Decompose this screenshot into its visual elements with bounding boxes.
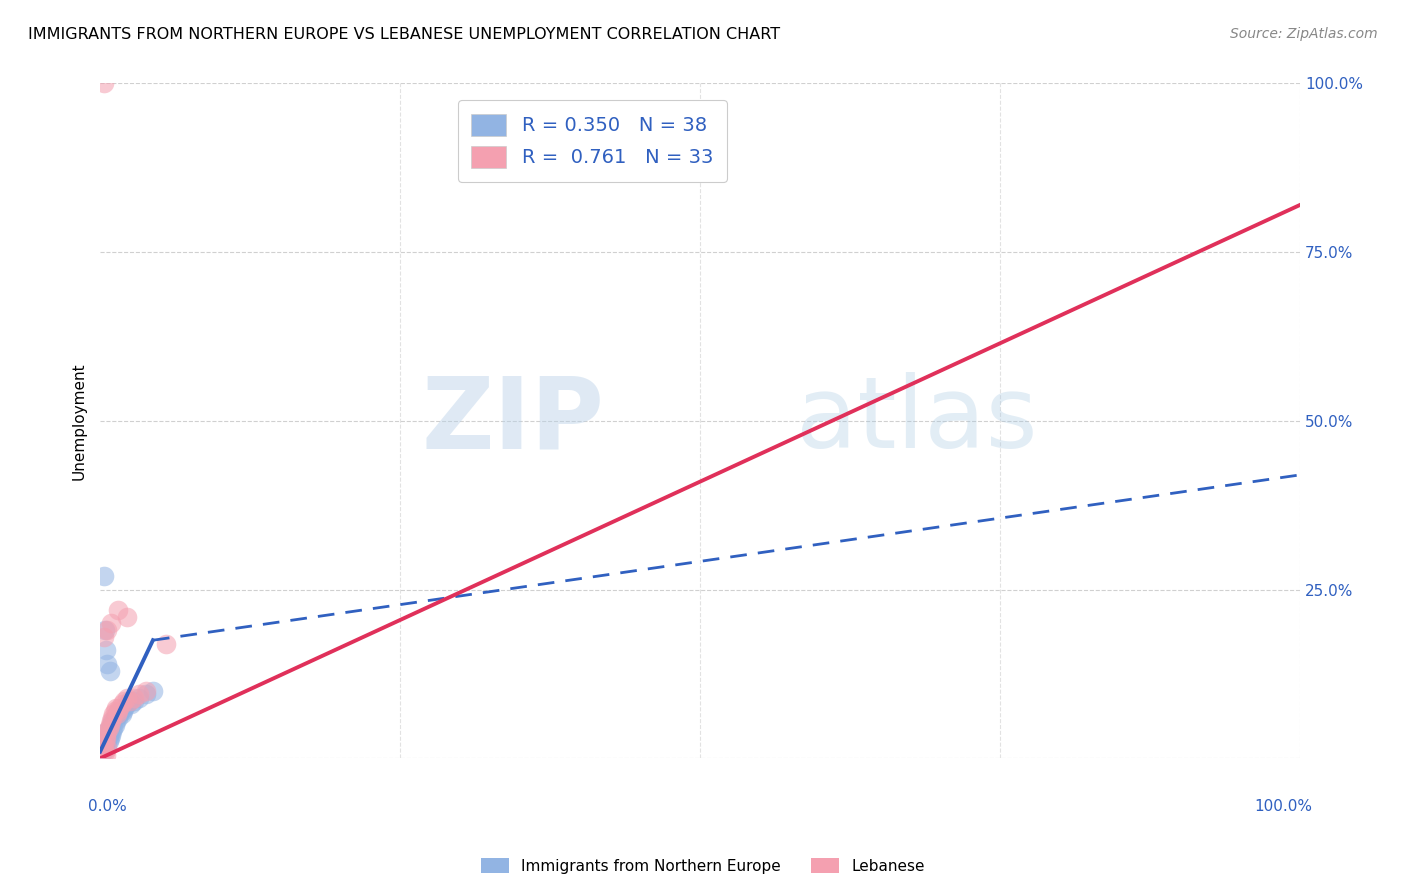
Point (94, 643, 117, 657)
Point (94, 734, 117, 748)
Point (103, 711, 125, 725)
Point (94, 747, 117, 762)
Point (120, 698, 142, 712)
Point (101, 711, 124, 725)
Point (97, 734, 120, 748)
Point (103, 721, 125, 735)
Point (104, 714, 127, 729)
Legend: R = 0.350   N = 38, R =  0.761   N = 33: R = 0.350 N = 38, R = 0.761 N = 33 (458, 100, 727, 182)
Point (93, 569, 115, 583)
Point (107, 704, 129, 718)
Point (111, 704, 134, 718)
Point (104, 700, 127, 714)
Point (155, 637, 177, 651)
Point (111, 698, 134, 712)
Text: 0.0%: 0.0% (89, 799, 127, 814)
Point (93, 630, 115, 644)
Point (115, 690, 138, 705)
Point (135, 684, 157, 698)
Point (96, 724, 118, 739)
Point (94, 623, 117, 637)
Point (128, 687, 150, 701)
Point (96, 741, 118, 756)
Point (103, 707, 125, 722)
Point (94, 731, 117, 745)
Point (107, 603, 129, 617)
Point (100, 717, 122, 731)
Point (93, 738, 115, 752)
Text: ZIP: ZIP (422, 372, 605, 469)
Point (115, 698, 138, 712)
Point (96, 623, 118, 637)
Point (101, 714, 124, 729)
Point (91, 738, 114, 752)
Point (103, 704, 125, 718)
Point (105, 707, 128, 722)
Legend: Immigrants from Northern Europe, Lebanese: Immigrants from Northern Europe, Lebanes… (475, 852, 931, 880)
Point (111, 707, 134, 722)
Point (97, 728, 120, 742)
Point (100, 616, 122, 631)
Text: 100.0%: 100.0% (1254, 799, 1312, 814)
Point (108, 707, 131, 722)
Point (94, 728, 117, 742)
Point (142, 684, 165, 698)
Point (118, 694, 141, 708)
Point (101, 724, 124, 739)
Text: atlas: atlas (796, 372, 1038, 469)
Point (94, 741, 117, 756)
Point (91, 745, 114, 759)
Point (100, 714, 122, 729)
Point (122, 694, 145, 708)
Point (97, 721, 120, 735)
Text: Source: ZipAtlas.com: Source: ZipAtlas.com (1230, 27, 1378, 41)
Point (115, 609, 138, 624)
Point (100, 728, 122, 742)
Point (112, 694, 135, 708)
Point (108, 700, 131, 714)
Point (94, 731, 117, 745)
Point (96, 738, 118, 752)
Point (98, 731, 121, 745)
Point (98, 717, 121, 731)
Point (96, 657, 118, 671)
Point (107, 711, 129, 725)
Point (94, 745, 117, 759)
Text: IMMIGRANTS FROM NORTHERN EUROPE VS LEBANESE UNEMPLOYMENT CORRELATION CHART: IMMIGRANTS FROM NORTHERN EUROPE VS LEBAN… (28, 27, 780, 42)
Point (98, 721, 121, 735)
Point (103, 717, 125, 731)
Point (94, 734, 117, 748)
Point (105, 707, 128, 722)
Point (98, 664, 121, 678)
Y-axis label: Unemployment: Unemployment (72, 362, 86, 480)
Point (122, 690, 145, 705)
Point (93, 741, 115, 756)
Point (135, 687, 157, 701)
Point (120, 694, 142, 708)
Point (93, 77, 115, 91)
Point (112, 700, 135, 714)
Point (110, 704, 132, 718)
Point (96, 724, 118, 739)
Point (128, 690, 150, 705)
